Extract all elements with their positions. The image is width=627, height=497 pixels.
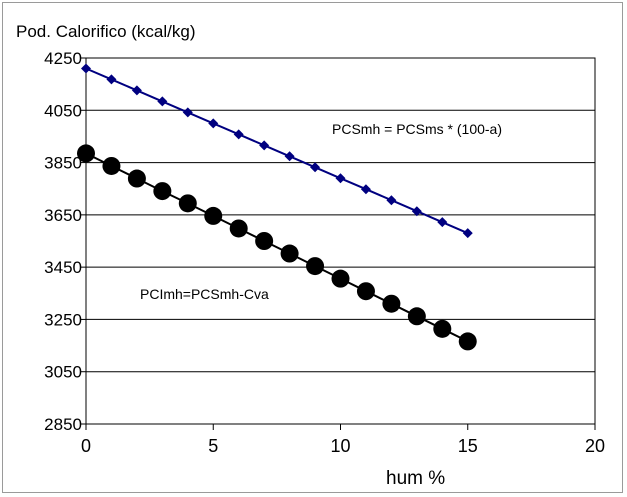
data-point-diamond (259, 140, 270, 151)
data-point-diamond (437, 217, 448, 228)
data-point-diamond (81, 63, 91, 74)
x-tick-label: 20 (585, 436, 605, 456)
y-axis-ticks: 2850 3050 3250 3450 3650 3850 4050 4250 (44, 49, 86, 434)
y-tick-label: 2850 (44, 415, 82, 434)
data-point-circle (382, 294, 401, 313)
data-point-circle (356, 282, 375, 301)
series-layer (77, 63, 477, 351)
x-tick-label: 10 (330, 436, 350, 456)
data-point-diamond (335, 173, 346, 184)
data-point-circle (127, 169, 146, 188)
data-point-diamond (360, 184, 371, 195)
y-tick-label: 3050 (44, 363, 82, 382)
x-tick-label: 0 (81, 436, 91, 456)
x-axis-title: hum % (386, 468, 445, 489)
plot-area (85, 57, 596, 425)
data-point-diamond (157, 96, 168, 107)
data-point-diamond (462, 228, 473, 239)
y-axis-title: Pod. Calorifico (kcal/kg) (16, 22, 196, 41)
data-point-diamond (106, 74, 117, 85)
data-point-circle (306, 257, 325, 276)
data-point-circle (178, 194, 197, 213)
chart-frame (2, 2, 623, 493)
data-point-diamond (310, 162, 321, 173)
y-tick-label: 3650 (44, 206, 82, 225)
y-tick-label: 3250 (44, 310, 82, 329)
data-point-diamond (208, 118, 219, 129)
data-point-diamond (131, 85, 142, 96)
y-tick-label: 3450 (44, 258, 82, 277)
data-point-circle (204, 206, 223, 225)
data-point-diamond (284, 151, 295, 162)
x-tick-label: 15 (458, 436, 478, 456)
data-point-circle (77, 144, 95, 163)
series-line-1 (85, 67, 469, 235)
data-point-diamond (411, 206, 422, 217)
data-point-diamond (386, 195, 397, 206)
y-tick-label: 4050 (44, 101, 82, 120)
data-point-circle (280, 244, 299, 263)
data-point-circle (229, 219, 248, 238)
data-point-diamond (182, 107, 193, 118)
data-point-circle (255, 232, 274, 250)
series-line-2 (85, 152, 469, 343)
x-tick-label: 5 (208, 436, 218, 456)
gridlines (86, 109, 595, 373)
data-point-circle (458, 332, 477, 351)
data-point-circle (153, 182, 172, 201)
x-axis-ticks: 0 5 10 15 20 (81, 424, 605, 456)
data-point-circle (407, 307, 426, 326)
data-point-diamond (233, 129, 244, 140)
data-point-circle (331, 269, 350, 288)
y-tick-label: 4250 (44, 49, 82, 68)
data-point-circle (102, 156, 121, 175)
annotation-pcsmh: PCSmh = PCSms * (100-a) (332, 121, 502, 137)
data-point-circle (433, 319, 452, 338)
annotation-pcimh: PCImh=PCSmh-Cva (140, 286, 269, 302)
y-tick-label: 3850 (44, 154, 82, 173)
